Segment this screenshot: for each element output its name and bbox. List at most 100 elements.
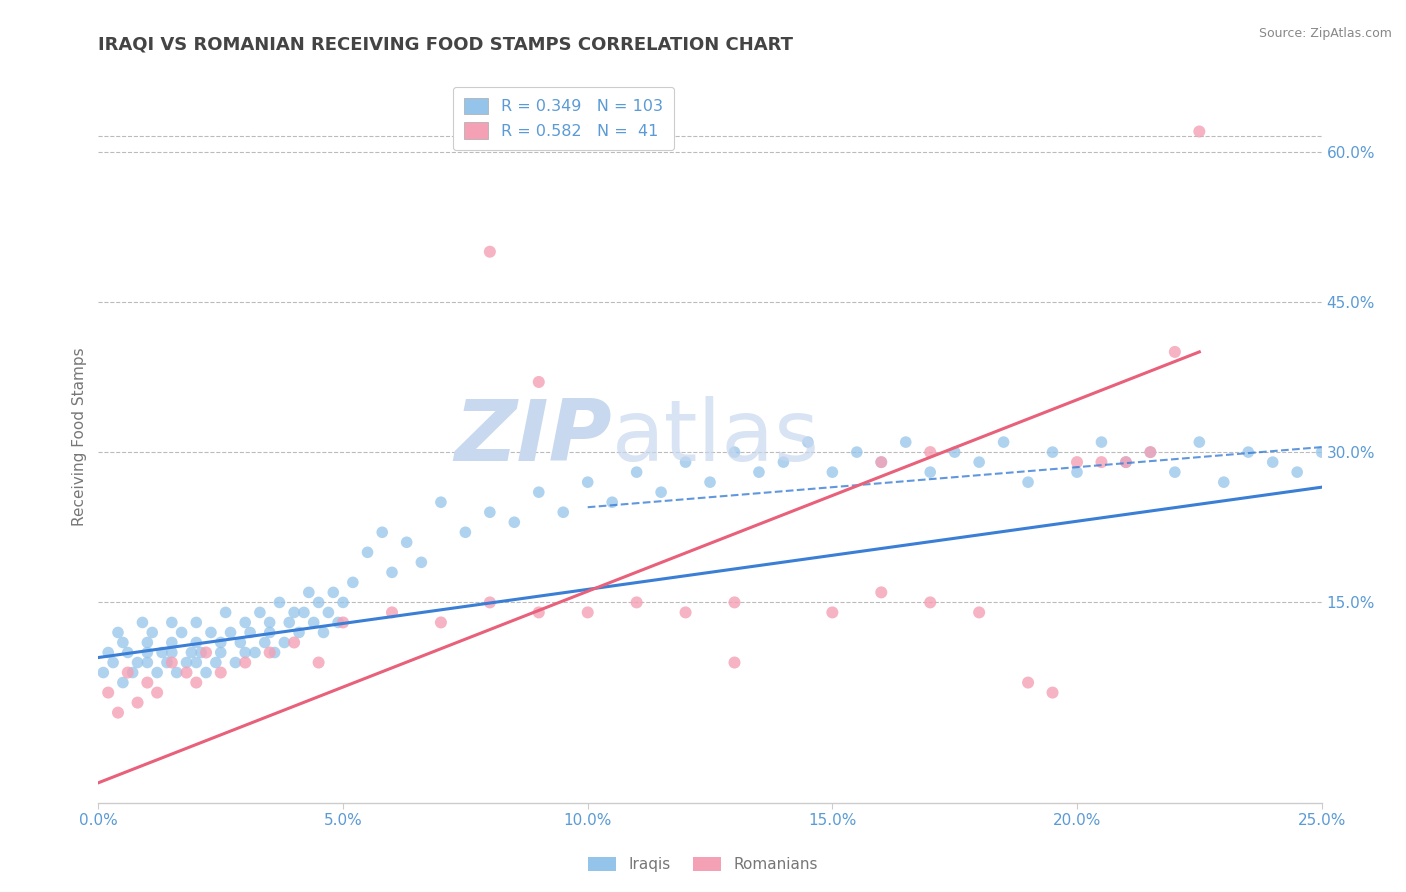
Point (97, 685, 120, 699)
Text: Source: ZipAtlas.com: Source: ZipAtlas.com (1258, 27, 1392, 40)
Point (943, 445, 966, 459)
Point (1042, 445, 1064, 459)
Point (214, 606, 236, 620)
Point (283, 635, 305, 649)
Point (136, 656, 159, 670)
Point (993, 435, 1015, 450)
Point (675, 455, 697, 469)
Point (278, 615, 301, 630)
Point (553, 505, 575, 519)
Point (1286, 465, 1309, 479)
Point (1139, 445, 1161, 459)
Point (312, 625, 335, 640)
Point (342, 575, 364, 590)
Point (1066, 465, 1088, 479)
Point (870, 455, 893, 469)
Point (772, 455, 794, 469)
Point (381, 606, 404, 620)
Point (166, 665, 188, 680)
Point (626, 595, 648, 609)
Point (430, 615, 453, 630)
Point (1017, 475, 1039, 490)
Point (127, 696, 149, 710)
Point (1164, 465, 1187, 479)
Text: atlas: atlas (612, 395, 820, 479)
Point (821, 606, 844, 620)
Point (1042, 685, 1064, 699)
Point (160, 646, 183, 660)
Legend: Iraqis, Romanians: Iraqis, Romanians (581, 849, 825, 880)
Point (478, 505, 501, 519)
Point (920, 465, 942, 479)
Point (1212, 475, 1234, 490)
Point (176, 665, 198, 680)
Point (1188, 435, 1211, 450)
Point (180, 646, 202, 660)
Point (283, 606, 305, 620)
Point (318, 606, 340, 620)
Point (233, 646, 256, 660)
Y-axis label: Receiving Food Stamps: Receiving Food Stamps (72, 348, 87, 526)
Point (576, 475, 599, 490)
Point (411, 555, 433, 569)
Point (219, 625, 242, 640)
Point (626, 465, 648, 479)
Point (209, 635, 232, 649)
Point (675, 606, 697, 620)
Point (1017, 675, 1039, 690)
Point (1261, 455, 1284, 469)
Point (186, 635, 208, 649)
Point (195, 665, 218, 680)
Point (967, 606, 990, 620)
Legend: R = 0.349   N = 103, R = 0.582   N =  41: R = 0.349 N = 103, R = 0.582 N = 41 (453, 87, 673, 150)
Point (259, 625, 281, 640)
Point (381, 566, 404, 580)
Point (478, 244, 501, 259)
Point (176, 656, 198, 670)
Point (229, 635, 252, 649)
Point (527, 375, 550, 389)
Point (136, 675, 159, 690)
Point (146, 665, 169, 680)
Point (160, 656, 183, 670)
Point (920, 595, 942, 609)
Point (243, 646, 266, 660)
Point (454, 525, 477, 540)
Point (269, 595, 291, 609)
Point (503, 515, 526, 529)
Point (253, 635, 276, 649)
Point (186, 675, 208, 690)
Point (141, 625, 163, 640)
Point (308, 595, 330, 609)
Point (356, 545, 378, 559)
Point (797, 435, 820, 450)
Point (332, 595, 354, 609)
Point (870, 585, 893, 599)
Point (160, 635, 183, 649)
Point (527, 606, 550, 620)
Point (111, 635, 134, 649)
Text: ZIP: ZIP (454, 395, 612, 479)
Point (1090, 455, 1112, 469)
Point (288, 625, 311, 640)
Point (249, 606, 271, 620)
Point (1188, 124, 1211, 138)
Point (107, 625, 129, 640)
Point (430, 495, 453, 509)
Point (209, 646, 232, 660)
Point (233, 656, 256, 670)
Point (1066, 455, 1088, 469)
Point (328, 615, 350, 630)
Point (131, 615, 153, 630)
Point (478, 595, 501, 609)
Point (371, 525, 394, 540)
Point (186, 615, 208, 630)
Point (263, 646, 285, 660)
Point (1164, 345, 1187, 359)
Point (136, 635, 159, 649)
Point (121, 665, 143, 680)
Point (200, 625, 222, 640)
Point (111, 675, 134, 690)
Point (150, 646, 173, 660)
Point (821, 465, 844, 479)
